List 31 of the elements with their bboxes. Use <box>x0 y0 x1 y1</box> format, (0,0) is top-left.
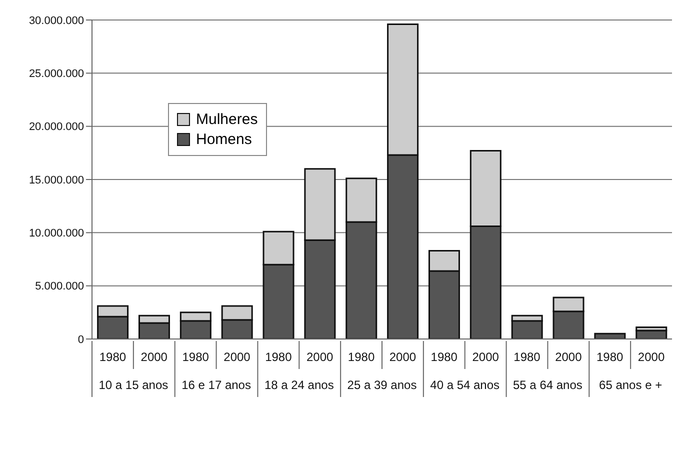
y-tick-label: 30.000.000 <box>28 14 84 27</box>
x-tick-label: 2000 <box>638 350 665 364</box>
y-tick-label: 0 <box>78 334 84 346</box>
y-tick-label: 5.000.000 <box>35 280 84 293</box>
x-tick-label: 2000 <box>140 350 168 364</box>
x-tick-label: 1980 <box>514 350 541 364</box>
x-tick-label: 2000 <box>389 350 416 364</box>
x-tick-label: 1980 <box>348 350 375 364</box>
x-tick-label: 2000 <box>224 350 251 364</box>
legend-label: Homens <box>196 131 252 148</box>
text: 25 a 39 anos <box>347 378 417 392</box>
text: 55 a 64 anos <box>513 378 582 392</box>
text: 10 a 15 anos <box>98 378 168 392</box>
text: 65 anos e + <box>599 378 662 392</box>
text: 40 a 54 anos <box>430 378 500 392</box>
x-tick-label: 1980 <box>182 350 210 364</box>
x-tick-label: 1980 <box>596 350 624 364</box>
text: 16 e 17 anos <box>182 378 251 392</box>
x-tick-label: 2000 <box>472 350 500 364</box>
x-tick-label: 1980 <box>430 350 458 364</box>
x-tick-label: 1980 <box>99 350 126 364</box>
legend-label: Mulheres <box>196 111 258 128</box>
y-tick-label: 10.000.000 <box>28 228 84 240</box>
x-tick-label: 2000 <box>555 350 582 364</box>
x-tick-label: 1980 <box>265 350 292 364</box>
text: 18 a 24 anos <box>264 378 334 392</box>
y-tick-label: 20.000.000 <box>28 121 84 134</box>
y-tick-label: 15.000.000 <box>28 174 84 186</box>
x-tick-label: 2000 <box>306 350 334 364</box>
bar <box>594 332 626 339</box>
y-tick-label: 25.000.000 <box>28 68 84 80</box>
